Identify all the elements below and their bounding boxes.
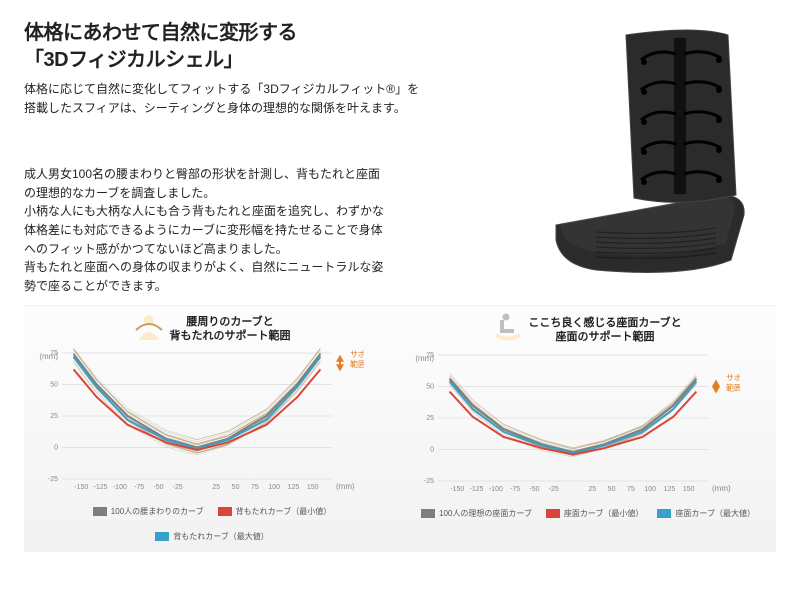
heading-line2: 「3Dフィジカルシェル」	[24, 49, 243, 71]
legend-swatch	[657, 509, 671, 518]
legend-label: 座面カーブ（最大値）	[675, 508, 755, 519]
svg-text:50: 50	[608, 486, 616, 493]
svg-text:-50: -50	[529, 486, 539, 493]
svg-text:-25: -25	[424, 478, 434, 485]
svg-text:100: 100	[268, 484, 280, 491]
svg-text:-25: -25	[48, 476, 58, 483]
subheading: 体格に応じて自然に変化してフィットする「3Dフィジカルフィット®」を搭載したスフ…	[24, 80, 498, 117]
svg-text:-75: -75	[510, 486, 520, 493]
shell-illustration	[516, 20, 776, 280]
svg-text:125: 125	[288, 484, 300, 491]
chart-left-plot: -250255075(mm)-150-125-100-75-50-2525507…	[34, 347, 390, 502]
legend-item: 100人の腰まわりのカーブ	[93, 506, 204, 517]
legend-swatch	[421, 509, 435, 518]
svg-text:-125: -125	[470, 486, 484, 493]
svg-text:25: 25	[588, 486, 596, 493]
chart-right: ここち良く感じる座面カーブと座面のサポート範囲 -25 0 25 50 75 (mm) -1…	[410, 312, 766, 542]
svg-text:-25: -25	[549, 486, 559, 493]
top-section: 体格にあわせて自然に変形する 「3Dフィジカルシェル」 体格に応じて自然に変化し…	[24, 20, 776, 295]
chart-right-header: ここち良く感じる座面カーブと座面のサポート範囲	[410, 312, 766, 347]
svg-text:125: 125	[664, 486, 676, 493]
chart-left-legend: 100人の腰まわりのカーブ 背もたれカーブ（最小値） 背もたれカーブ（最大値）	[34, 506, 390, 542]
legend-label: 座面カーブ（最小値）	[564, 508, 644, 519]
legend-item: 背もたれカーブ（最大値）	[155, 531, 269, 542]
svg-text:(mm): (mm)	[415, 354, 434, 363]
svg-text:範囲: 範囲	[726, 383, 740, 393]
svg-text:75: 75	[627, 486, 635, 493]
svg-text:-150: -150	[74, 484, 88, 491]
svg-text:-100: -100	[489, 486, 503, 493]
legend-label: 背もたれカーブ（最大値）	[173, 531, 269, 542]
svg-text:75: 75	[251, 484, 259, 491]
svg-text:範囲: 範囲	[350, 359, 364, 369]
svg-text:-75: -75	[134, 484, 144, 491]
svg-text:25: 25	[50, 413, 58, 420]
legend-label: 100人の腰まわりのカーブ	[111, 506, 204, 517]
body-text: 成人男女100名の腰まわりと臀部の形状を計測し、背もたれと座面の理想的なカーブを…	[24, 165, 384, 295]
heading: 体格にあわせて自然に変形する 「3Dフィジカルシェル」	[24, 20, 498, 74]
legend-item: 座面カーブ（最大値）	[657, 508, 755, 519]
svg-text:25: 25	[212, 484, 220, 491]
chart-left: 腰周りのカーブと背もたれのサポート範囲 -25 0 25 50 75 (mm) -150 -1…	[34, 312, 390, 542]
svg-text:(mm): (mm)	[712, 484, 731, 493]
legend-swatch	[546, 509, 560, 518]
svg-text:0: 0	[430, 447, 434, 454]
chart-left-header: 腰周りのカーブと背もたれのサポート範囲	[34, 312, 390, 345]
legend-item: 座面カーブ（最小値）	[546, 508, 644, 519]
chart-right-title: ここち良く感じる座面カーブと座面のサポート範囲	[528, 316, 681, 345]
text-column: 体格にあわせて自然に変形する 「3Dフィジカルシェル」 体格に応じて自然に変化し…	[24, 20, 498, 295]
chart-right-legend: 100人の理想の座面カーブ 座面カーブ（最小値） 座面カーブ（最大値）	[410, 508, 766, 519]
svg-text:150: 150	[683, 486, 695, 493]
svg-text:(mm): (mm)	[336, 482, 355, 491]
svg-text:(mm): (mm)	[39, 352, 58, 361]
chart-right-plot: -250255075(mm)-150-125-100-75-50-2525507…	[410, 349, 766, 504]
charts-section: 腰周りのカーブと背もたれのサポート範囲 -25 0 25 50 75 (mm) -150 -1…	[24, 305, 776, 552]
legend-item: 100人の理想の座面カーブ	[421, 508, 532, 519]
legend-item: 背もたれカーブ（最小値）	[218, 506, 332, 517]
svg-text:50: 50	[232, 484, 240, 491]
svg-text:サポート: サポート	[726, 374, 740, 383]
svg-text:150: 150	[307, 484, 319, 491]
legend-swatch	[155, 532, 169, 541]
human-top-icon	[134, 312, 164, 345]
human-sit-icon	[494, 312, 522, 347]
legend-swatch	[93, 507, 107, 516]
svg-text:-150: -150	[450, 486, 464, 493]
svg-text:-25: -25	[173, 484, 183, 491]
svg-text:100: 100	[644, 486, 656, 493]
svg-text:サポート: サポート	[350, 350, 364, 359]
legend-swatch	[218, 507, 232, 516]
svg-text:50: 50	[426, 384, 434, 391]
svg-text:50: 50	[50, 382, 58, 389]
legend-label: 100人の理想の座面カーブ	[439, 508, 532, 519]
svg-text:0: 0	[54, 445, 58, 452]
heading-line1: 体格にあわせて自然に変形する	[24, 22, 297, 44]
svg-text:-100: -100	[113, 484, 127, 491]
svg-text:-125: -125	[94, 484, 108, 491]
svg-text:-50: -50	[153, 484, 163, 491]
chart-left-title: 腰周りのカーブと背もたれのサポート範囲	[170, 315, 291, 344]
legend-label: 背もたれカーブ（最小値）	[236, 506, 332, 517]
svg-text:25: 25	[426, 415, 434, 422]
